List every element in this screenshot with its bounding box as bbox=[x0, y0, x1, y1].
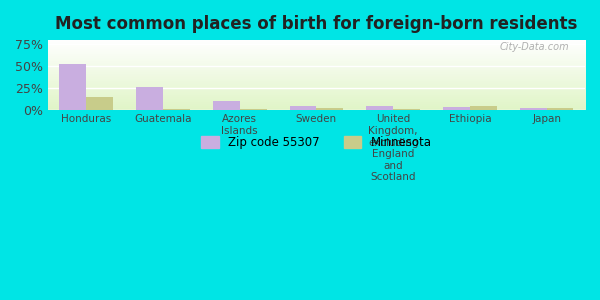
Bar bbox=[163, 109, 190, 110]
Title: Most common places of birth for foreign-born residents: Most common places of birth for foreign-… bbox=[55, 15, 578, 33]
Bar bbox=[367, 106, 393, 109]
Bar bbox=[86, 98, 113, 110]
Bar bbox=[520, 108, 547, 109]
Bar bbox=[470, 106, 497, 109]
Bar bbox=[213, 101, 239, 110]
Bar bbox=[547, 108, 574, 109]
Bar bbox=[239, 109, 266, 110]
Bar bbox=[443, 107, 470, 110]
Bar bbox=[136, 87, 163, 110]
Bar bbox=[316, 108, 343, 109]
Bar bbox=[393, 109, 420, 110]
Bar bbox=[290, 106, 316, 109]
Text: City-Data.com: City-Data.com bbox=[499, 42, 569, 52]
Legend: Zip code 55307, Minnesota: Zip code 55307, Minnesota bbox=[196, 131, 436, 154]
Bar bbox=[59, 64, 86, 110]
